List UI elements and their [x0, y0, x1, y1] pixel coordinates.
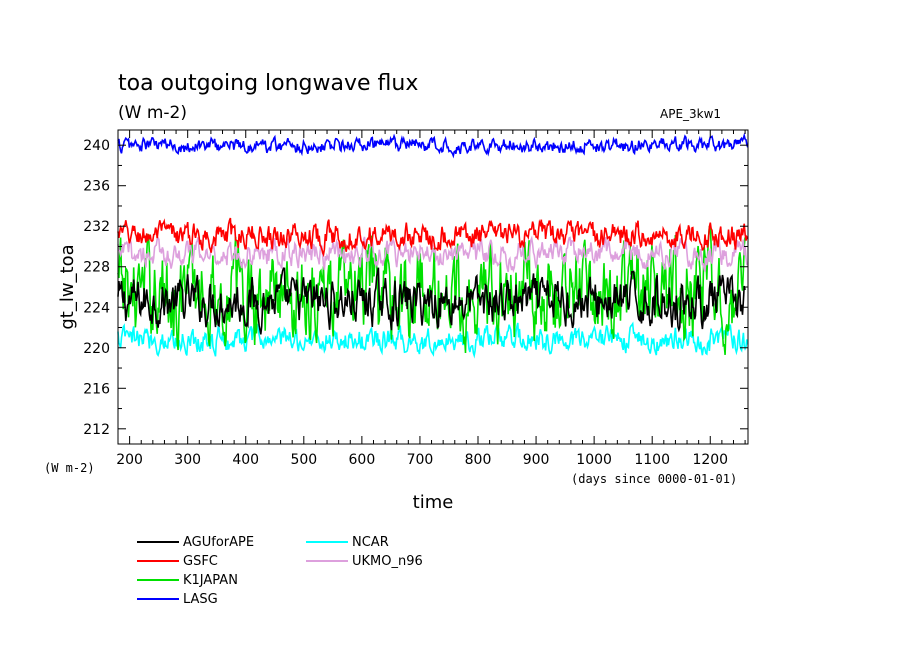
x-tick-label: 600	[349, 452, 376, 468]
legend-label: AGUforAPE	[183, 535, 254, 550]
legend-label: LASG	[183, 592, 218, 607]
y-tick-label: 228	[83, 260, 110, 276]
x-tick-label: 900	[523, 452, 550, 468]
y-tick-label: 232	[83, 219, 110, 235]
x-tick-label: 1100	[634, 452, 670, 468]
y-tick-label: 240	[83, 138, 110, 154]
series-layer	[117, 132, 749, 359]
chart-units-title: (W m-2)	[118, 103, 187, 123]
legend-label: GSFC	[183, 554, 218, 569]
x-tick-label: 300	[174, 452, 201, 468]
legend-label: K1JAPAN	[183, 573, 238, 588]
x-unit-label: (days since 0000-01-01)	[571, 472, 737, 486]
series-line-aguforape	[117, 267, 746, 335]
legend: AGUforAPE GSFC K1JAPAN LASG NCAR UKMO_n96	[137, 535, 423, 607]
x-tick-label: 1200	[692, 452, 728, 468]
legend-label: NCAR	[352, 535, 389, 550]
series-line-gsfc	[117, 217, 749, 258]
y-tick-label: 216	[83, 381, 110, 397]
series-line-ncar	[117, 321, 749, 359]
x-tick-label: 200	[116, 452, 143, 468]
x-tick-label: 800	[465, 452, 492, 468]
legend-label: UKMO_n96	[352, 554, 423, 569]
chart-title: toa outgoing longwave flux	[118, 71, 418, 96]
experiment-tag: APE_3kw1	[660, 107, 721, 121]
ticks-layer: 200 300 400 500 600 700 800 900 1000 1100 1200 212 2…	[83, 130, 748, 468]
x-tick-label: 400	[232, 452, 259, 468]
y-tick-label: 224	[83, 300, 110, 316]
y-unit-label: (W m-2)	[44, 461, 95, 475]
x-axis-label: time	[413, 492, 454, 513]
x-tick-label: 500	[290, 452, 317, 468]
x-tick-label: 1000	[576, 452, 612, 468]
y-tick-label: 212	[83, 422, 110, 438]
series-line-ukmo_n96	[117, 235, 749, 274]
y-tick-label: 236	[83, 179, 110, 195]
series-line-lasg	[117, 132, 749, 159]
x-tick-label: 700	[407, 452, 434, 468]
y-tick-label: 220	[83, 341, 110, 357]
y-axis-label: gt_lw_toa	[57, 244, 78, 329]
